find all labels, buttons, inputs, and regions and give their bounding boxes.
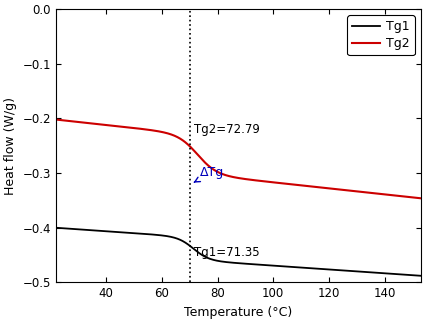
Tg2 — [341, 188, 346, 192]
Tg1 — [231, 261, 236, 265]
Y-axis label: Heat flow (W/g): Heat flow (W/g) — [4, 97, 17, 195]
Line: Tg1: Tg1 — [56, 228, 421, 276]
Tg2 — [72, 120, 77, 123]
Tg1 — [72, 227, 77, 231]
Text: ΔTg: ΔTg — [194, 166, 224, 182]
Line: Tg2: Tg2 — [56, 120, 421, 198]
Tg2 — [408, 195, 413, 199]
Tg2 — [408, 195, 413, 199]
Text: Tg1=71.35: Tg1=71.35 — [194, 246, 260, 259]
Tg2 — [231, 175, 236, 179]
Tg1 — [408, 273, 413, 277]
Tg2 — [54, 118, 59, 121]
Tg2 — [418, 196, 423, 200]
Tg2 — [221, 172, 227, 176]
Tg1 — [341, 268, 346, 272]
Tg1 — [54, 226, 59, 230]
Tg1 — [221, 260, 227, 264]
Legend: Tg1, Tg2: Tg1, Tg2 — [347, 16, 414, 55]
Text: Tg2=72.79: Tg2=72.79 — [194, 123, 260, 136]
Tg1 — [408, 273, 413, 277]
X-axis label: Temperature (°C): Temperature (°C) — [184, 306, 292, 319]
Tg1 — [418, 274, 423, 278]
